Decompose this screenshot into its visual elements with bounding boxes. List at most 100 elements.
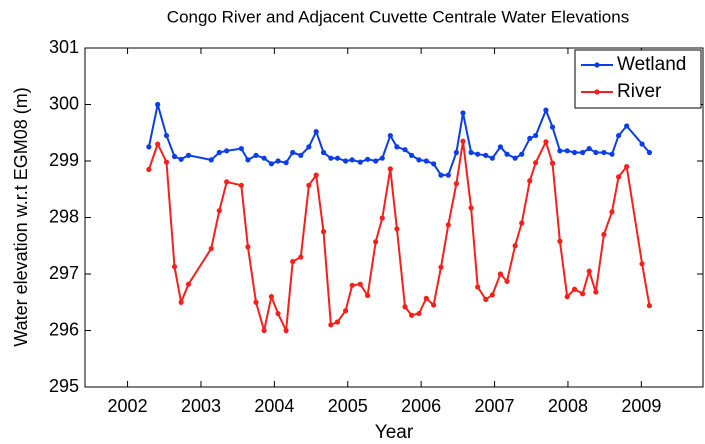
data-point [364, 292, 371, 299]
data-point [549, 160, 556, 166]
data-point [615, 174, 622, 180]
data-point [512, 155, 518, 161]
x-tick-label: 2009 [621, 396, 661, 416]
x-axis-label: Year [375, 422, 414, 443]
data-point [639, 261, 645, 267]
x-tick-label: 2008 [548, 396, 588, 416]
data-point [615, 132, 622, 139]
data-point [394, 226, 400, 232]
legend-marker [594, 62, 600, 68]
series-line [147, 139, 651, 335]
data-point [609, 151, 615, 157]
data-point [475, 151, 481, 157]
data-point [431, 302, 437, 308]
data-point [624, 164, 630, 170]
data-point [402, 147, 408, 153]
data-point [519, 220, 525, 226]
data-point [497, 144, 504, 150]
data-point [268, 294, 275, 300]
data-point [533, 160, 539, 166]
data-point [163, 159, 170, 165]
y-tick-label: 298 [49, 206, 79, 226]
data-point [313, 129, 319, 135]
data-point [245, 244, 251, 250]
data-point [586, 145, 592, 152]
data-point [468, 149, 474, 156]
data-point [306, 182, 312, 188]
x-tick-label: 2004 [254, 396, 294, 416]
data-point [328, 322, 334, 328]
data-point [379, 215, 385, 221]
data-point [453, 181, 459, 187]
data-point [438, 172, 444, 178]
data-point [178, 156, 184, 162]
data-point [364, 156, 371, 162]
data-point [504, 278, 510, 284]
data-point [624, 123, 630, 129]
data-point [261, 155, 267, 161]
data-point [445, 172, 451, 178]
data-point [349, 282, 355, 288]
data-point [238, 182, 244, 188]
data-point [489, 155, 495, 161]
legend-label: Wetland [617, 54, 686, 75]
data-point [268, 161, 275, 167]
data-point [416, 157, 422, 163]
legend-marker [594, 89, 600, 95]
x-tick-label: 2002 [108, 396, 148, 416]
data-point [290, 258, 296, 265]
data-point [475, 284, 481, 290]
data-point [409, 152, 415, 158]
data-point [438, 264, 444, 270]
data-point [185, 152, 192, 158]
data-point [298, 254, 304, 260]
data-point [387, 166, 393, 172]
data-point [306, 144, 312, 150]
data-point [185, 281, 192, 287]
data-point [497, 271, 504, 277]
data-point [580, 291, 586, 297]
x-tick-label: 2003 [181, 396, 221, 416]
data-point [171, 264, 178, 270]
data-point [512, 243, 518, 249]
data-point [646, 149, 653, 156]
data-point [527, 178, 533, 184]
data-point [416, 310, 422, 317]
data-point [586, 268, 592, 274]
data-point [609, 209, 615, 215]
data-point [349, 157, 355, 163]
data-point [379, 155, 385, 161]
data-point [639, 141, 645, 147]
data-point [571, 149, 578, 156]
data-point [155, 101, 161, 108]
data-point [646, 303, 653, 309]
data-point [533, 132, 539, 139]
data-point [298, 152, 304, 158]
data-point [483, 296, 489, 303]
data-point [580, 149, 586, 156]
data-point [328, 155, 334, 161]
data-point [342, 158, 349, 164]
data-point [357, 159, 363, 165]
data-point [275, 310, 281, 317]
data-point [171, 153, 178, 160]
data-point [543, 139, 549, 145]
data-point [373, 239, 379, 245]
data-point [460, 138, 466, 144]
data-point [342, 308, 349, 314]
data-point [527, 135, 533, 141]
data-point [445, 222, 451, 228]
data-point [163, 132, 170, 139]
data-point [460, 110, 466, 116]
data-point [261, 327, 267, 334]
data-point [155, 141, 161, 147]
y-tick-label: 299 [49, 150, 79, 170]
data-point [275, 158, 281, 164]
data-point [224, 148, 230, 154]
data-point [283, 327, 289, 334]
data-point [178, 299, 184, 305]
data-point [394, 144, 400, 150]
data-point [253, 299, 259, 305]
data-point [423, 158, 429, 164]
data-point [373, 158, 379, 164]
